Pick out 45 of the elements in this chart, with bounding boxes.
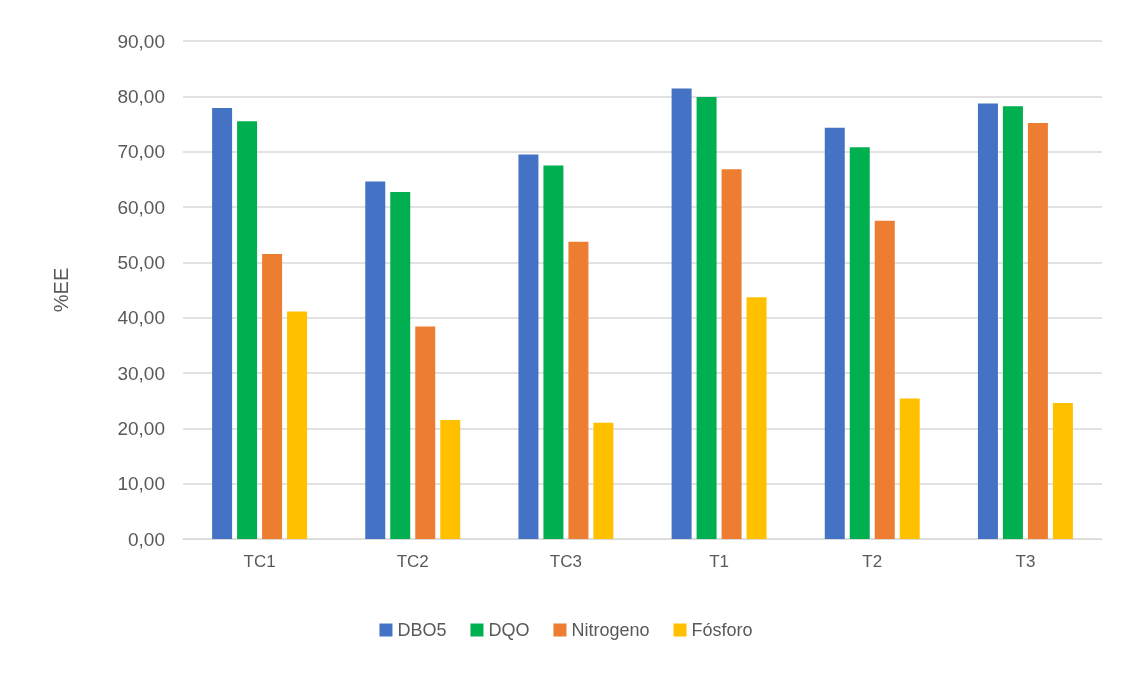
bar	[237, 121, 258, 539]
x-tick-label: TC3	[549, 552, 582, 571]
bar	[1002, 106, 1023, 539]
legend-label: DQO	[488, 620, 530, 640]
bar	[287, 311, 308, 539]
y-tick-label: 30,00	[117, 362, 165, 384]
bar	[899, 398, 920, 539]
bar	[1027, 122, 1048, 539]
bar	[518, 154, 539, 539]
bar	[415, 326, 436, 539]
y-tick-label: 70,00	[117, 141, 165, 163]
y-tick-label: 40,00	[117, 307, 165, 329]
y-tick-label: 90,00	[117, 30, 165, 52]
bar	[390, 192, 411, 539]
x-tick-label: T3	[1015, 552, 1036, 571]
x-tick-label: TC2	[396, 552, 429, 571]
legend-label: DBO5	[397, 620, 447, 640]
y-tick-label: 80,00	[117, 85, 165, 107]
legend-label: Fósforo	[691, 620, 753, 640]
bar	[568, 241, 589, 539]
y-tick-label: 60,00	[117, 196, 165, 218]
bar	[696, 96, 717, 539]
bar	[977, 103, 998, 539]
y-tick-label: 0,00	[128, 528, 165, 550]
bar	[824, 127, 845, 539]
bar	[212, 107, 233, 539]
y-tick-label: 10,00	[117, 473, 165, 495]
bar	[746, 297, 767, 539]
y-tick-label: 20,00	[117, 417, 165, 439]
bar	[1052, 402, 1073, 539]
x-tick-label: T1	[709, 552, 730, 571]
bar	[365, 181, 386, 539]
y-tick-label: 50,00	[117, 251, 165, 273]
legend-label: Nitrogeno	[571, 620, 650, 640]
x-tick-label: T2	[862, 552, 883, 571]
bar	[543, 165, 564, 539]
bar	[671, 88, 692, 539]
bar	[593, 422, 614, 539]
bar	[721, 169, 742, 539]
bar	[874, 220, 895, 539]
bar	[440, 420, 461, 539]
y-axis-title: %EE	[50, 267, 72, 313]
x-tick-label: TC1	[243, 552, 276, 571]
bar	[849, 147, 870, 539]
bar	[262, 254, 283, 539]
